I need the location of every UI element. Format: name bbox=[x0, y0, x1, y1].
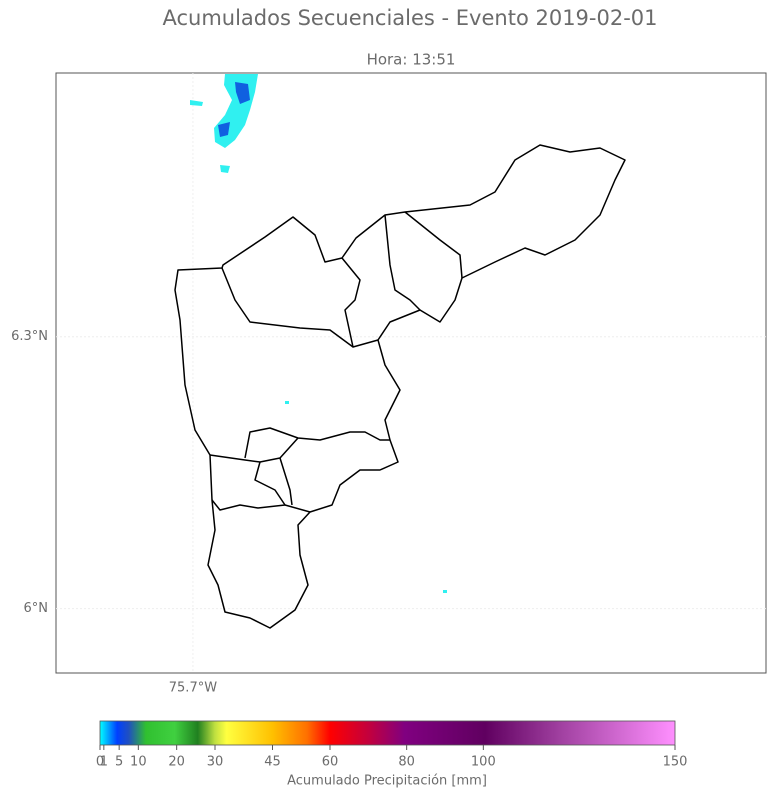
lon-label: 75.7°W bbox=[169, 681, 217, 696]
colorbar-tick-label: 20 bbox=[168, 755, 185, 770]
colorbar-tick-label: 45 bbox=[264, 755, 281, 770]
colorbar-tick-label: 0 bbox=[96, 755, 104, 770]
boundaries bbox=[174, 144, 626, 629]
colorbar-tick-label: 1 bbox=[100, 755, 108, 770]
colorbar-tick-label: 10 bbox=[130, 755, 147, 770]
colorbar-tick-label: 80 bbox=[398, 755, 415, 770]
title: Acumulados Secuenciales - Evento 2019-02… bbox=[162, 6, 657, 30]
colorbar-tick-label: 30 bbox=[207, 755, 224, 770]
colorbar-tick-label: 150 bbox=[663, 755, 688, 770]
colorbar-label: Acumulado Precipitación [mm] bbox=[287, 774, 487, 789]
colorbar-tick-label: 60 bbox=[322, 755, 339, 770]
colorbar bbox=[99, 720, 676, 746]
colorbar-tick-label: 5 bbox=[115, 755, 123, 770]
subtitle: Hora: 13:51 bbox=[367, 51, 456, 69]
lat-label: 6.3°N bbox=[11, 329, 48, 344]
map-frame bbox=[55, 72, 767, 674]
colorbar-tick-label: 100 bbox=[471, 755, 496, 770]
lat-label: 6°N bbox=[24, 601, 49, 616]
rain-areas bbox=[190, 74, 447, 593]
